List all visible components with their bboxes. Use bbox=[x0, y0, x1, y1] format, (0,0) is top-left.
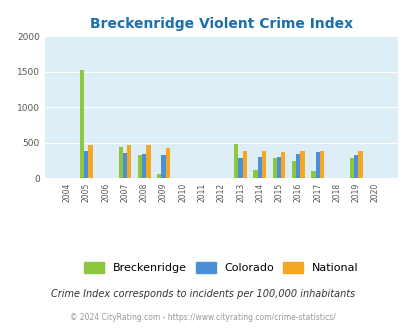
Bar bbox=[315, 152, 319, 178]
Bar bbox=[127, 145, 131, 178]
Bar bbox=[281, 151, 285, 178]
Text: Crime Index corresponds to incidents per 100,000 inhabitants: Crime Index corresponds to incidents per… bbox=[51, 289, 354, 299]
Bar bbox=[137, 155, 142, 178]
Bar bbox=[319, 150, 323, 178]
Bar bbox=[358, 151, 362, 178]
Bar bbox=[353, 155, 358, 178]
Bar bbox=[238, 158, 242, 178]
Bar bbox=[88, 145, 92, 178]
Bar bbox=[234, 144, 238, 178]
Bar bbox=[84, 150, 88, 178]
Bar bbox=[276, 156, 281, 178]
Bar bbox=[161, 155, 165, 178]
Bar bbox=[349, 158, 353, 178]
Bar bbox=[122, 153, 127, 178]
Legend: Breckenridge, Colorado, National: Breckenridge, Colorado, National bbox=[79, 257, 362, 278]
Bar bbox=[261, 151, 266, 178]
Bar bbox=[311, 171, 315, 178]
Bar bbox=[257, 157, 261, 178]
Bar bbox=[80, 70, 84, 178]
Bar bbox=[118, 147, 122, 178]
Bar bbox=[291, 161, 296, 178]
Bar bbox=[296, 154, 300, 178]
Bar bbox=[242, 150, 246, 178]
Bar bbox=[300, 151, 304, 178]
Bar bbox=[142, 154, 146, 178]
Bar bbox=[272, 158, 276, 178]
Bar bbox=[157, 174, 161, 178]
Title: Breckenridge Violent Crime Index: Breckenridge Violent Crime Index bbox=[90, 17, 352, 31]
Text: © 2024 CityRating.com - https://www.cityrating.com/crime-statistics/: © 2024 CityRating.com - https://www.city… bbox=[70, 313, 335, 322]
Bar bbox=[165, 148, 169, 178]
Bar bbox=[253, 170, 257, 178]
Bar bbox=[146, 145, 150, 178]
